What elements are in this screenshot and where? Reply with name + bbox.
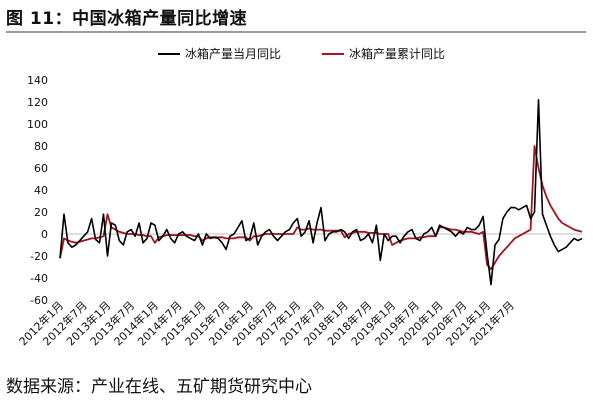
y-tick-label: 100 — [27, 118, 48, 131]
y-axis: -60 -40 -20 0 20 40 60 80 100 120 140 — [27, 74, 582, 307]
legend-label-cumulative: 冰箱产量累计同比 — [349, 46, 445, 61]
y-tick-label: 0 — [41, 228, 48, 241]
y-tick-label: 80 — [34, 140, 48, 153]
y-tick-label: 40 — [34, 184, 48, 197]
x-axis: 2012年1月2012年7月2013年1月2013年7月2014年1月2014年… — [16, 298, 517, 348]
series-line-monthly — [59, 99, 583, 286]
series-lines — [59, 99, 583, 286]
data-source-note: 数据来源：产业在线、五矿期货研究中心 — [6, 377, 312, 397]
y-tick-label: 140 — [27, 74, 48, 87]
title-divider — [6, 31, 586, 33]
legend: 冰箱产量当月同比 冰箱产量累计同比 — [158, 46, 445, 61]
chart-title: 图 11：中国冰箱产量同比增速 — [6, 9, 248, 29]
y-tick-label: -60 — [30, 294, 48, 307]
y-tick-label: 60 — [34, 162, 48, 175]
legend-label-monthly: 冰箱产量当月同比 — [185, 46, 281, 61]
y-tick-label: 120 — [27, 96, 48, 109]
y-tick-label: 20 — [34, 206, 48, 219]
y-tick-label: -20 — [30, 250, 48, 263]
y-tick-label: -40 — [30, 272, 48, 285]
